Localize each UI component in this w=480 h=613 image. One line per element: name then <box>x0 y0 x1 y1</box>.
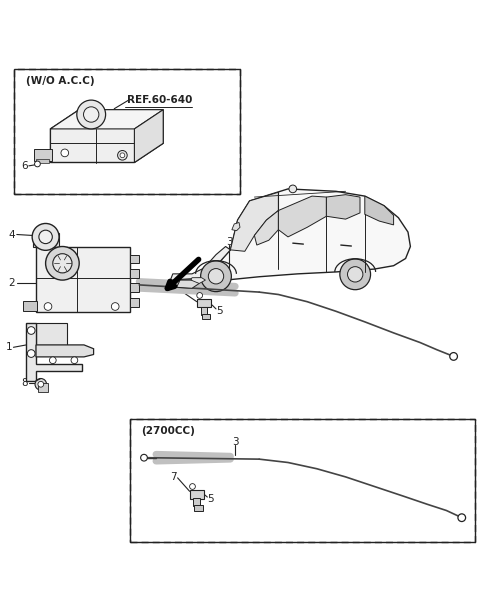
Circle shape <box>35 378 47 390</box>
Polygon shape <box>50 110 163 129</box>
Bar <box>33 233 59 246</box>
Text: 3: 3 <box>226 237 233 246</box>
Circle shape <box>46 246 79 280</box>
Circle shape <box>61 149 69 157</box>
Text: (2700CC): (2700CC) <box>142 427 195 436</box>
Bar <box>197 299 211 308</box>
Bar <box>130 254 139 264</box>
Circle shape <box>44 303 52 310</box>
Bar <box>130 283 139 292</box>
Circle shape <box>84 107 99 122</box>
Polygon shape <box>26 323 82 381</box>
Bar <box>14 69 240 194</box>
Text: 5: 5 <box>207 495 214 504</box>
Circle shape <box>27 327 35 334</box>
Text: (W/O A.C.C): (W/O A.C.C) <box>26 76 95 86</box>
Bar <box>23 301 37 311</box>
Text: 1: 1 <box>6 342 12 352</box>
Circle shape <box>38 381 44 387</box>
Circle shape <box>71 357 78 364</box>
Circle shape <box>118 151 127 160</box>
Bar <box>190 490 204 498</box>
Text: 7: 7 <box>170 472 177 482</box>
Text: 6: 6 <box>21 161 28 171</box>
Circle shape <box>197 292 203 299</box>
Text: 9: 9 <box>166 281 173 291</box>
Circle shape <box>201 261 231 292</box>
Circle shape <box>190 484 195 489</box>
Polygon shape <box>134 110 163 162</box>
Bar <box>130 419 475 542</box>
Polygon shape <box>170 189 410 290</box>
Circle shape <box>49 357 56 364</box>
Circle shape <box>35 161 40 167</box>
Polygon shape <box>177 280 199 288</box>
Polygon shape <box>365 196 394 225</box>
Circle shape <box>208 268 224 284</box>
Bar <box>201 307 207 314</box>
Bar <box>36 159 49 164</box>
Polygon shape <box>36 323 67 346</box>
Polygon shape <box>230 192 278 251</box>
Text: 8: 8 <box>21 378 28 388</box>
Circle shape <box>458 514 466 522</box>
Text: 3: 3 <box>232 437 239 447</box>
Bar <box>202 314 210 319</box>
Circle shape <box>348 267 363 282</box>
Polygon shape <box>232 223 240 230</box>
Text: 5: 5 <box>216 306 223 316</box>
Bar <box>193 498 200 506</box>
Polygon shape <box>191 278 205 283</box>
Text: REF.60-640: REF.60-640 <box>127 95 192 105</box>
Circle shape <box>111 303 119 310</box>
Polygon shape <box>50 110 163 162</box>
Polygon shape <box>36 246 130 312</box>
Circle shape <box>27 349 35 357</box>
Bar <box>38 383 48 392</box>
Bar <box>194 504 203 511</box>
Circle shape <box>289 185 297 192</box>
Bar <box>130 269 139 278</box>
Bar <box>130 298 139 306</box>
Circle shape <box>141 454 147 461</box>
Circle shape <box>77 100 106 129</box>
Polygon shape <box>170 246 230 280</box>
Polygon shape <box>326 195 360 219</box>
Circle shape <box>39 230 52 243</box>
Bar <box>34 149 52 161</box>
Text: 2: 2 <box>9 278 15 289</box>
Circle shape <box>450 352 457 360</box>
Polygon shape <box>278 196 326 237</box>
Bar <box>130 419 475 542</box>
Polygon shape <box>36 345 94 357</box>
Circle shape <box>120 153 125 158</box>
Polygon shape <box>254 210 278 245</box>
Circle shape <box>340 259 371 290</box>
Circle shape <box>53 254 72 273</box>
Text: 4: 4 <box>9 229 15 240</box>
Bar <box>14 69 240 194</box>
Circle shape <box>32 224 59 250</box>
